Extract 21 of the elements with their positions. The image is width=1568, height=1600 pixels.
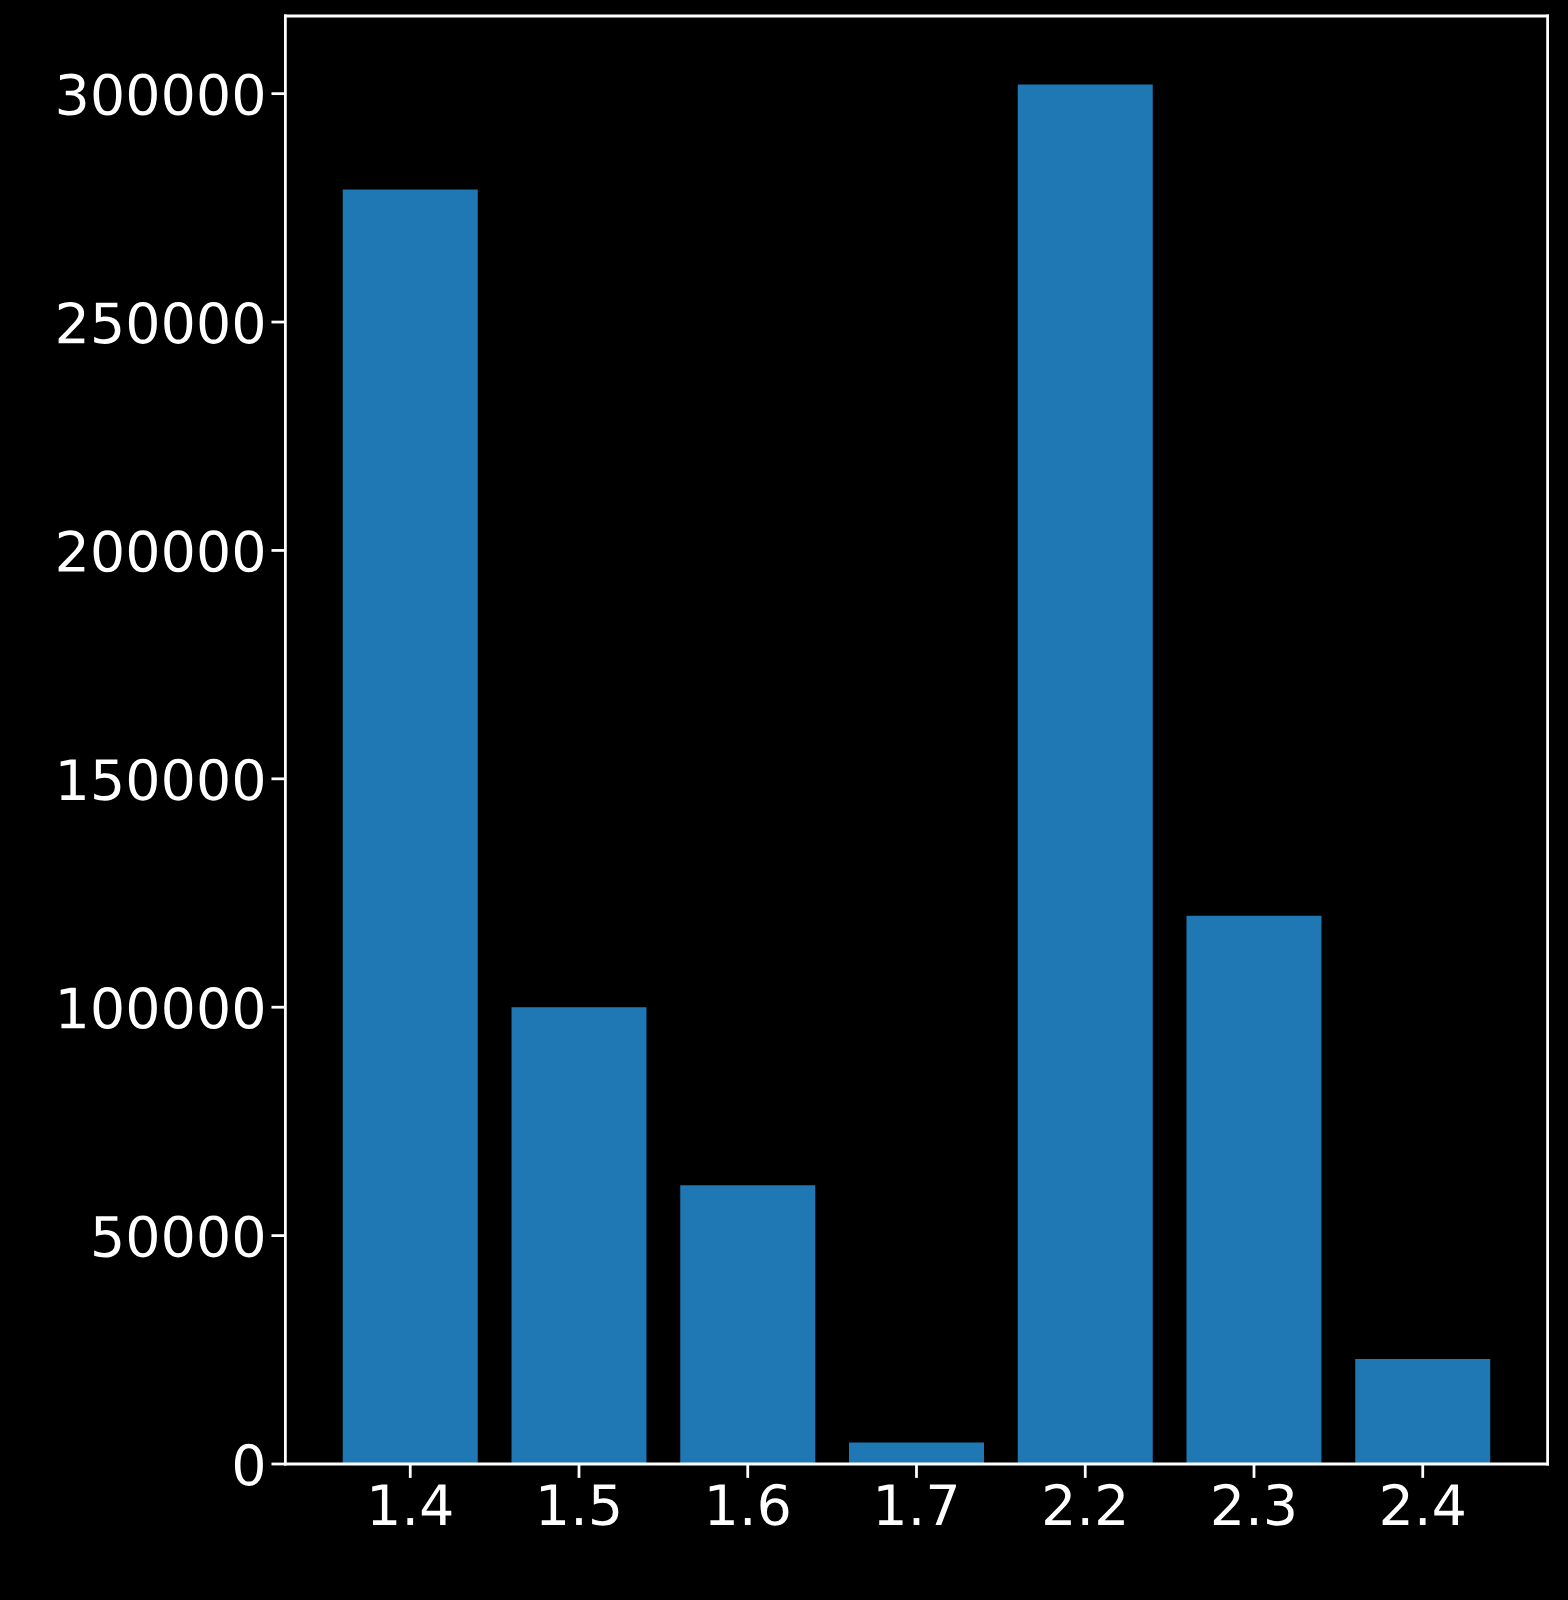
bar [1355,1358,1491,1464]
x-tick-label: 2.3 [1213,1483,1294,1526]
bar [1186,915,1322,1464]
x-tick-label: 2.2 [1045,1483,1124,1525]
y-tick-label: 300000 [58,73,263,116]
x-tick-label: 1.7 [878,1484,956,1525]
bar [1017,84,1153,1464]
y-tick-label: 200000 [58,530,263,573]
y-tick-label: 50000 [94,1215,263,1258]
x-tick-label: 1.4 [372,1484,452,1525]
x-tick-label: 1.5 [540,1484,619,1526]
x-tick-label: 1.6 [709,1483,789,1526]
y-tick-label: 150000 [60,758,263,801]
y-tick-label: 0 [234,1443,263,1486]
y-tick-label: 100000 [60,987,263,1030]
bar [680,1185,816,1464]
bar [511,1007,647,1464]
bar [342,189,478,1464]
bar [849,1442,984,1464]
x-tick-label: 2.4 [1382,1483,1464,1525]
y-tick-label: 250000 [58,301,263,344]
